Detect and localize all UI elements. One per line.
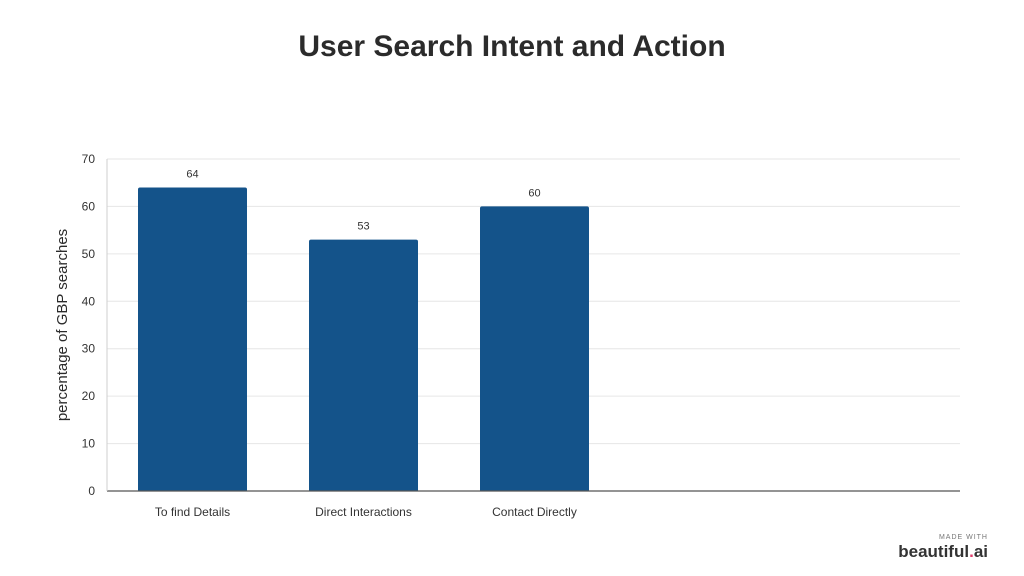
y-tick-label: 40 (82, 294, 96, 308)
y-axis-label: percentage of GBP searches (54, 229, 71, 421)
brand-logo: beautiful.ai (898, 542, 988, 562)
y-tick-label: 50 (82, 247, 96, 261)
made-with-watermark: MADE WITH beautiful.ai (898, 534, 988, 562)
brand-name: beautiful (898, 542, 970, 561)
y-tick-label: 60 (82, 199, 96, 213)
chart-title: User Search Intent and Action (298, 30, 726, 63)
bar (480, 206, 589, 491)
y-tick-label: 10 (82, 437, 96, 451)
y-tick-label: 70 (82, 152, 96, 166)
bars (138, 187, 589, 491)
x-tick-label: Direct Interactions (315, 505, 412, 519)
made-with-label: MADE WITH (938, 534, 988, 541)
x-axis-ticks: To find Details Direct Interactions Contac… (155, 505, 577, 519)
data-label: 53 (357, 221, 369, 233)
y-tick-label: 20 (82, 389, 96, 403)
x-tick-label: Contact Directly (492, 505, 577, 519)
brand-dot: . (969, 542, 974, 561)
data-label: 64 (186, 168, 198, 180)
y-tick-label: 0 (88, 484, 95, 498)
bar (138, 187, 247, 491)
data-label: 60 (528, 187, 540, 199)
y-axis-ticks: 0 10 20 30 40 50 60 70 (82, 152, 96, 498)
data-labels: 64 53 60 (186, 168, 540, 232)
brand-suffix: ai (973, 542, 988, 561)
bar (309, 239, 418, 491)
y-tick-label: 30 (82, 342, 96, 356)
x-tick-label: To find Details (155, 505, 230, 519)
